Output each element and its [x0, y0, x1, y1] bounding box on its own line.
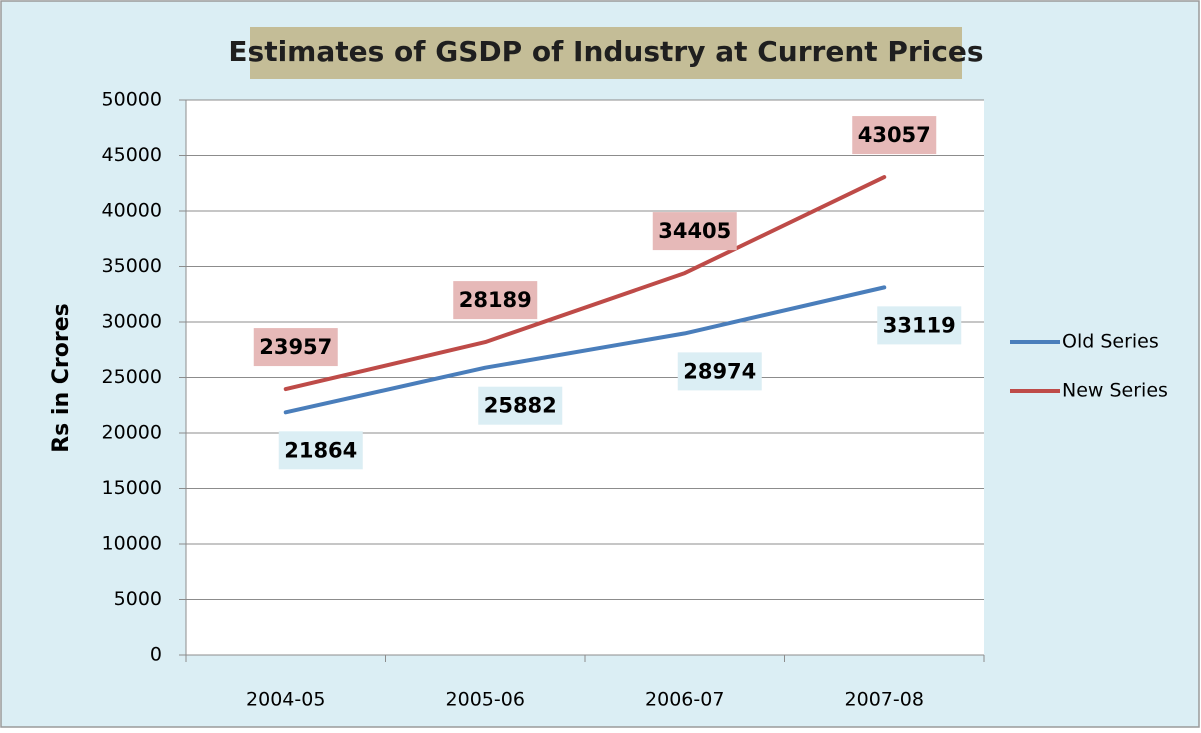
x-tick-label: 2007-08 [845, 689, 924, 711]
y-tick-label: 20000 [102, 422, 162, 444]
x-tick-label: 2006-07 [645, 689, 724, 711]
data-label-box [677, 352, 762, 391]
y-tick-label: 25000 [102, 366, 162, 388]
y-tick-label: 0 [150, 644, 162, 666]
y-tick-label: 50000 [102, 89, 162, 111]
series-line [283, 175, 887, 392]
legend-label: New Series [1062, 380, 1168, 402]
y-tick-label: 10000 [102, 533, 162, 555]
legend-label: Old Series [1062, 331, 1159, 353]
series-line [283, 285, 887, 415]
data-label: 33119 [883, 313, 956, 337]
data-label-box [453, 281, 538, 320]
x-tick-label: 2004-05 [246, 689, 325, 711]
y-tick-label: 45000 [102, 144, 162, 166]
chart-title: Estimates of GSDP of Industry at Current… [228, 35, 983, 68]
x-tick-label: 2005-06 [446, 689, 525, 711]
data-label: 34405 [658, 219, 731, 243]
data-label: 28189 [459, 288, 532, 312]
data-label-box [278, 431, 363, 470]
data-label: 23957 [259, 335, 332, 359]
data-label-box [478, 386, 563, 425]
y-tick-label: 30000 [102, 311, 162, 333]
y-tick-label: 40000 [102, 200, 162, 222]
data-label: 25882 [484, 394, 557, 418]
data-label: 28974 [683, 359, 756, 383]
data-label: 43057 [858, 123, 931, 147]
y-tick-label: 5000 [114, 588, 162, 610]
data-label: 21864 [284, 438, 357, 462]
title-box [250, 27, 962, 79]
y-axis-label: Rs in Crores [49, 303, 74, 453]
y-tick-label: 15000 [102, 477, 162, 499]
y-tick-label: 35000 [102, 255, 162, 277]
data-label-box [877, 306, 962, 345]
data-label-box [652, 212, 737, 251]
data-label-box [852, 116, 937, 155]
data-label-box [253, 328, 338, 367]
